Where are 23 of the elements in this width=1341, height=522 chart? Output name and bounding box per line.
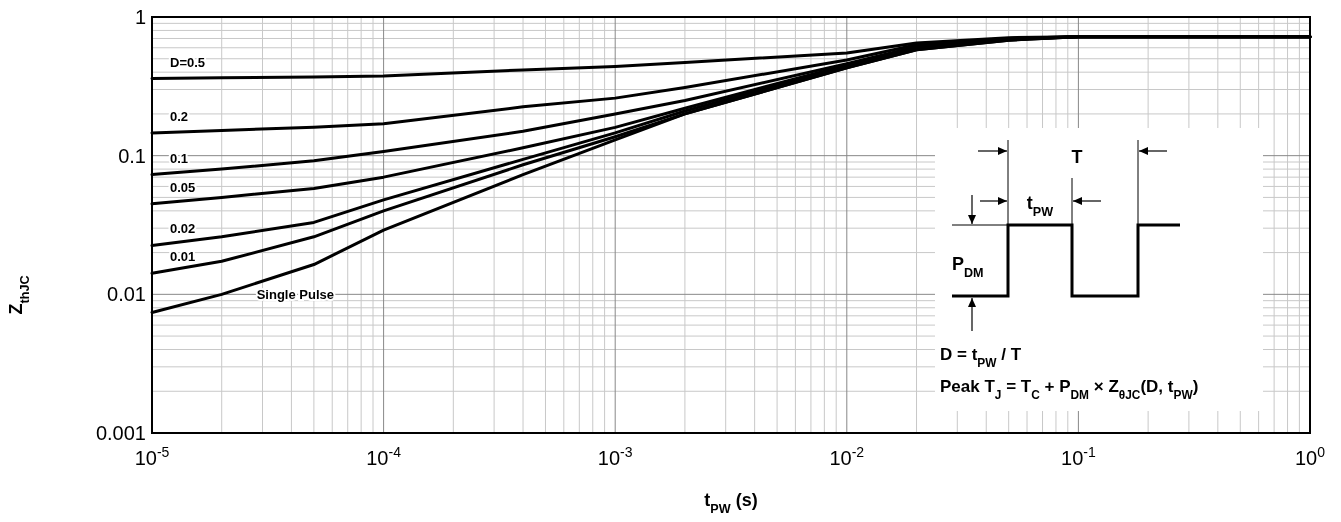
y-tick-label: 0.1: [118, 144, 146, 167]
annotation: P$_{DM}$: [952, 254, 984, 280]
text: Peak T$_{J}$ = T$_{C}$ + P$_{DM}$ × Z$_{θJC}$(D, t$_{PW}$): [940, 377, 1199, 402]
x-tick-label: 10$^{0}$: [1294, 444, 1326, 469]
series-label: 0.01: [170, 249, 196, 265]
series-label: 0.05: [170, 179, 196, 195]
series-label: 0.1: [170, 150, 189, 166]
x-tick-label: 10$^{-4}$: [366, 444, 402, 469]
annotation: D = t$_{PW}$ / T: [940, 345, 1022, 370]
y-tick-label: 1: [134, 6, 146, 28]
x-tick-label: 10$^{-1}$: [1061, 444, 1096, 469]
y-tick-label: 0.01: [107, 283, 146, 306]
x-tick-label: 10$^{-2}$: [829, 444, 865, 469]
y-tick-label: 0.001: [95, 422, 146, 444]
annotation: T: [1071, 147, 1083, 167]
x-tick-label: 10$^{-3}$: [597, 444, 633, 469]
x-tick-label: 10$^{-5}$: [134, 444, 170, 469]
x-axis-title: t$_{PW}$ (s): [704, 490, 758, 516]
series-label: 0.2: [170, 108, 189, 124]
series-label: D=0.5: [170, 54, 206, 70]
series-label: 0.02: [170, 221, 196, 237]
annotation: t$_{PW}$: [1026, 193, 1054, 219]
series-label: Single Pulse: [256, 287, 335, 303]
